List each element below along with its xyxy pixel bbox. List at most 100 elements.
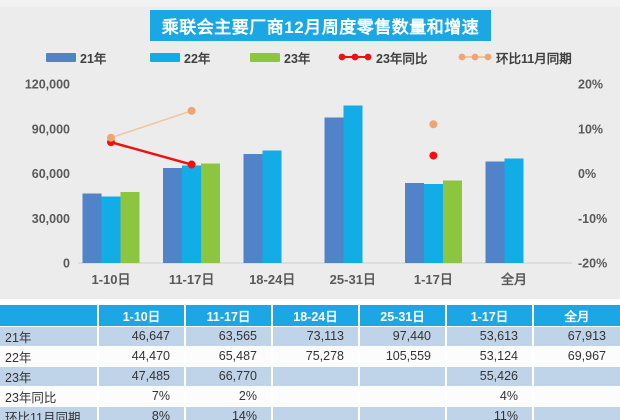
table-row: 21年 46,647 63,565 73,113 97,440 53,613 67,913 (0, 326, 620, 346)
table-column-header: 1-10日 (97, 305, 185, 326)
table-row-label: 环比11月同期 (5, 410, 81, 420)
table-column-header: 25-31日 (358, 305, 446, 326)
table-row: 环比11月同期 8% 14% 11% (0, 406, 620, 420)
y-left-tick: 120,000 (25, 78, 70, 92)
y-right-tick: 10% (578, 122, 603, 136)
legend-label: 22年 (184, 51, 211, 66)
table-cell: 67,913 (532, 326, 620, 346)
legend-item-3[interactable]: 23年 (250, 48, 310, 66)
bar-line-chart: 0 30,000 60,000 90,000 120,000 -20% -10% 0% 10% 2… (25, 78, 607, 288)
table-cell (532, 386, 620, 406)
x-category-label: 11-17日 (169, 272, 215, 287)
legend-line-swatch-icon (338, 53, 372, 61)
table-cell: 97,440 (358, 326, 446, 346)
table-cell (358, 386, 446, 406)
table-body: 21年 46,647 63,565 73,113 97,440 53,613 67,913 2… (0, 326, 620, 420)
bar-22年-1-17日 (423, 183, 443, 263)
table-cell (271, 366, 359, 386)
table-cell (358, 366, 446, 386)
table-cell (271, 406, 359, 420)
legend-bar-swatch-icon (250, 52, 280, 62)
x-category-label: 1-10日 (91, 272, 130, 287)
bar-23年-1-10日 (120, 192, 140, 263)
table-cell (532, 366, 620, 386)
bar-22年-1-10日 (101, 196, 121, 263)
bar-21年-全月 (485, 161, 505, 263)
top-strip (0, 0, 620, 7)
point-环比11月同期-1-10日 (107, 133, 115, 142)
table-row: 23年 47,485 66,770 55,426 (0, 366, 620, 386)
chart-title: 乘联会主要厂商12月周度零售数量和增速 (150, 10, 491, 41)
table-cell: 2% (184, 386, 272, 406)
table-column-header: 1-17日 (445, 305, 533, 326)
legend-item-1[interactable]: 21年 (46, 48, 106, 66)
point-环比11月同期-1-17日 (429, 120, 438, 129)
bar-22年-25-31日 (343, 105, 363, 263)
bar-21年-18-24日 (243, 153, 263, 263)
y-right-tick: -10% (578, 212, 607, 226)
table-row-label: 23年 (5, 370, 32, 385)
table-row: 22年 44,470 65,487 75,278 105,559 53,124 69,967 (0, 346, 620, 366)
legend-item-4[interactable]: 23年同比 (338, 48, 427, 66)
bar-22年-18-24日 (262, 150, 282, 263)
bar-21年-1-17日 (404, 183, 424, 263)
bar-23年-1-17日 (442, 180, 462, 263)
y-right-tick: 20% (578, 78, 603, 92)
table-row: 23年同比 7% 2% 4% (0, 386, 620, 406)
y-left-tick: 30,000 (32, 212, 70, 226)
legend-line-swatch-icon (458, 53, 492, 61)
table-cell (532, 406, 620, 420)
legend-bar-swatch-icon (46, 52, 76, 62)
table-cell: 66,770 (184, 366, 272, 386)
legend-label: 环比11月同期 (496, 51, 572, 66)
bar-23年-11-17日 (201, 163, 221, 263)
bar-21年-25-31日 (324, 117, 344, 263)
table-cell: 53,124 (445, 346, 533, 366)
legend-label: 23年 (284, 51, 311, 66)
bar-21年-11-17日 (163, 168, 183, 263)
table-cell: 63,565 (184, 326, 272, 346)
table-cell: 69,967 (532, 346, 620, 366)
legend-label: 23年同比 (376, 51, 428, 66)
legend-label: 21年 (80, 51, 107, 66)
table-cell: 7% (97, 386, 185, 406)
point-23年同比-1-17日 (429, 151, 438, 160)
table-row-label: 21年 (5, 330, 32, 345)
table-row-label: 23年同比 (5, 390, 57, 405)
y-right-tick: -20% (578, 257, 607, 271)
x-category-label: 25-31日 (330, 272, 376, 287)
y-right-tick: 0% (578, 167, 596, 181)
table-cell: 105,559 (358, 346, 446, 366)
table-row-label: 22年 (5, 350, 32, 365)
x-category-label: 18-24日 (249, 272, 295, 287)
line-segment-23年同比 (110, 140, 192, 166)
legend-item-2[interactable]: 22年 (150, 48, 210, 66)
x-category-label: 1-17日 (414, 272, 453, 287)
point-环比11月同期-11-17日 (187, 106, 196, 115)
legend-bar-swatch-icon (150, 52, 180, 62)
table-cell: 11% (445, 406, 533, 420)
bar-21年-1-10日 (82, 193, 102, 263)
table-column-header: 全月 (532, 305, 620, 326)
data-table: 1-10日 11-17日 18-24日 25-31日 1-17日 全月 21年 46,647… (0, 305, 620, 420)
point-23年同比-11-17日 (187, 160, 196, 169)
table-cell (358, 406, 446, 420)
y-left-tick: 0 (63, 257, 70, 271)
table-cell (271, 386, 359, 406)
table-column-header: 18-24日 (271, 305, 359, 326)
table-cell: 65,487 (184, 346, 272, 366)
chart-legend: 21年 22年 23年 23年同比 环比11月同期 (0, 48, 620, 66)
table-cell: 75,278 (271, 346, 359, 366)
bar-22年-全月 (504, 158, 524, 263)
legend-item-5[interactable]: 环比11月同期 (458, 48, 572, 66)
table-corner-cell (0, 305, 98, 326)
table-column-header: 11-17日 (184, 305, 272, 326)
table-cell: 73,113 (271, 326, 359, 346)
table-cell: 14% (184, 406, 272, 420)
table-cell: 4% (445, 386, 533, 406)
table-cell: 44,470 (97, 346, 185, 366)
y-left-tick: 90,000 (32, 122, 70, 136)
table-cell: 46,647 (97, 326, 185, 346)
y-left-tick: 60,000 (32, 167, 70, 181)
